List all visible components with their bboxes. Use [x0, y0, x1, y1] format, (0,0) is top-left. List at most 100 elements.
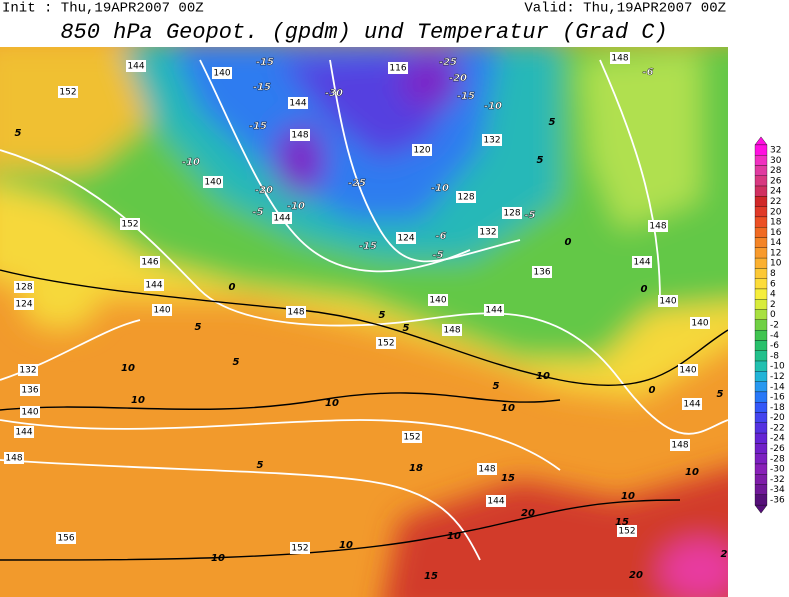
- geopotential-label: 140: [21, 408, 38, 418]
- colorbar-swatch: [754, 268, 768, 279]
- colorbar-swatch: [754, 299, 768, 310]
- geopotential-label-box: [478, 226, 498, 238]
- geopotential-label-box: [126, 60, 146, 72]
- colorbar-swatch: [754, 247, 768, 259]
- geopotential-label-box: [14, 298, 34, 310]
- colorbar-tick-label: 22: [770, 197, 781, 207]
- geopotential-label: 124: [15, 300, 32, 310]
- colorbar-swatch: [754, 402, 768, 413]
- geopotential-label: 120: [413, 146, 430, 156]
- geopotential-label: 132: [483, 136, 500, 146]
- geopotential-label-box: [290, 542, 310, 554]
- geopotential-label-box: [402, 431, 422, 443]
- colorbar-swatch: [754, 257, 768, 269]
- valid-time: Valid: Thu,19APR2007 00Z: [524, 1, 726, 17]
- geopotential-label: 132: [19, 366, 36, 376]
- geopotential-label: 152: [403, 433, 420, 443]
- temperature-label: 15: [501, 473, 515, 484]
- temperature-label: 18: [409, 463, 423, 474]
- colorbar-tick-label: -34: [770, 485, 785, 495]
- geopotential-label-box: [502, 207, 522, 219]
- temperature-label: -10: [182, 157, 200, 168]
- geopotential-label-box: [682, 398, 702, 410]
- geopotential-label: 144: [15, 428, 32, 438]
- geopotential-label: 128: [15, 283, 32, 293]
- temperature-label: 10: [501, 403, 515, 414]
- colorbar-swatch: [754, 329, 768, 341]
- colorbar-swatch: [754, 175, 768, 187]
- colorbar-swatch: [754, 360, 768, 372]
- geopotential-label: 148: [649, 222, 666, 232]
- temperature-label: 10: [325, 398, 339, 409]
- temperature-label: 10: [621, 491, 635, 502]
- geopotential-label-box: [484, 304, 504, 316]
- geopotential-label-box: [617, 525, 637, 537]
- geopotential-label-box: [120, 218, 140, 230]
- temperature-label: 5: [15, 128, 22, 139]
- colorbar-swatch: [754, 237, 768, 248]
- colorbar-bottom-arrow: [754, 504, 768, 514]
- geopotential-label: 152: [59, 88, 76, 98]
- geopotential-label-box: [456, 191, 476, 203]
- temperature-label: -15: [359, 241, 377, 252]
- geopotential-label: 136: [21, 386, 38, 396]
- colorbar-swatch: [754, 227, 768, 238]
- map-field: 1441401521441481161201321281281321241401…: [0, 47, 728, 597]
- geopotential-label: 140: [679, 366, 696, 376]
- geopotential-label: 128: [457, 193, 474, 203]
- geopotential-label-box: [288, 97, 308, 109]
- geopotential-label: 132: [479, 228, 496, 238]
- geopotential-label: 152: [291, 544, 308, 554]
- geopotential-label-box: [376, 337, 396, 349]
- geopotential-label-box: [144, 279, 164, 291]
- colorbar-swatch: [754, 412, 768, 423]
- temperature-label: 10: [447, 531, 461, 542]
- geopotential-label-box: [412, 144, 432, 156]
- geopotential-label-box: [658, 295, 678, 307]
- colorbar-swatch: [754, 216, 768, 228]
- temperature-label: -30: [325, 88, 343, 99]
- colorbar-tick-label: 16: [770, 228, 782, 238]
- temperature-label: -20: [449, 73, 467, 84]
- temperature-label: -15: [457, 91, 475, 102]
- temperature-label: 5: [233, 357, 240, 368]
- colorbar-tick-label: -8: [770, 351, 779, 361]
- colorbar-tick-label: 12: [770, 248, 781, 258]
- colorbar-tick-label: 4: [770, 290, 776, 300]
- temperature-label: 15: [615, 517, 629, 528]
- geopotential-label: 152: [377, 339, 394, 349]
- temperature-label: 5: [549, 117, 556, 128]
- geopotential-label: 136: [533, 268, 550, 278]
- geopotential-label-box: [632, 256, 652, 268]
- temperature-label: 5: [717, 389, 724, 400]
- temperature-label: 5: [537, 155, 544, 166]
- colorbar-tick-label: 8: [770, 269, 776, 279]
- temperature-label: -5: [252, 207, 263, 218]
- geopotential-label-box: [388, 62, 408, 74]
- temperature-label: 0: [565, 237, 572, 248]
- colorbar-tick-label: -20: [770, 413, 785, 423]
- colorbar-swatch: [754, 309, 768, 321]
- geopotential-label-box: [212, 67, 232, 79]
- colorbar-tick-label: 24: [770, 187, 782, 197]
- colorbar-tick-label: 0: [770, 310, 776, 320]
- geopotential-label-box: [678, 364, 698, 376]
- geopotential-label: 148: [291, 131, 308, 141]
- geopotential-label: 144: [273, 214, 290, 224]
- colorbar-swatch: [754, 453, 768, 465]
- colorbar-swatch: [754, 432, 768, 444]
- colorbar-tick-label: -14: [770, 382, 785, 392]
- colorbar-tick-label: 14: [770, 238, 782, 248]
- colorbar-tick-label: -24: [770, 434, 785, 444]
- geopotential-label: 152: [618, 527, 635, 537]
- geopotential-label: 144: [289, 99, 306, 109]
- temperature-label: 10: [536, 371, 550, 382]
- geopotential-label: 140: [691, 319, 708, 329]
- colorbar-swatch: [754, 319, 768, 331]
- colorbar-swatch: [754, 165, 768, 176]
- geopotential-label-box: [477, 463, 497, 475]
- geopotential-label: 148: [287, 308, 304, 318]
- colorbar-swatch: [754, 144, 768, 156]
- colorbar-swatch: [754, 474, 768, 485]
